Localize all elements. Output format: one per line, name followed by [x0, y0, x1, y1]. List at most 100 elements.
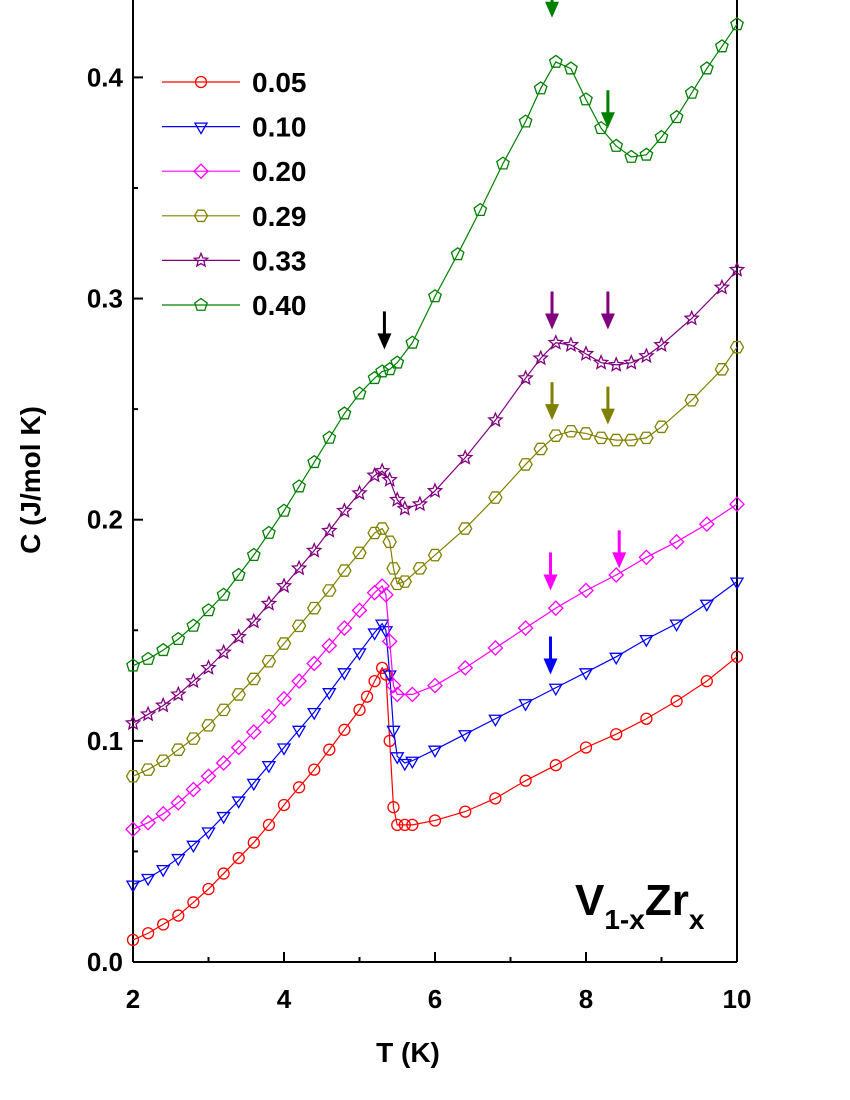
marker — [245, 612, 263, 629]
marker — [352, 546, 367, 560]
marker — [517, 369, 534, 386]
marker — [246, 672, 262, 686]
marker — [290, 559, 308, 576]
marker — [518, 699, 533, 712]
marker — [352, 386, 367, 400]
y-axis-title: C (J/mol K) — [15, 406, 46, 554]
legend-marker — [192, 251, 210, 268]
marker — [391, 818, 404, 832]
marker — [171, 743, 186, 756]
marker — [291, 673, 308, 690]
marker — [201, 603, 216, 617]
marker — [125, 769, 141, 783]
marker — [729, 340, 745, 354]
marker — [381, 633, 398, 650]
marker — [592, 353, 610, 370]
legend-marker — [194, 75, 208, 89]
marker — [367, 628, 382, 641]
marker — [292, 781, 306, 794]
marker — [669, 109, 684, 124]
marker — [457, 522, 473, 535]
arrow — [600, 386, 615, 425]
marker — [155, 754, 171, 768]
arrow-head — [600, 112, 615, 129]
marker — [201, 827, 216, 840]
marker — [450, 247, 465, 261]
marker — [230, 628, 247, 644]
marker — [549, 759, 562, 772]
marker — [216, 811, 231, 825]
marker — [607, 356, 625, 372]
marker — [563, 61, 578, 75]
marker — [387, 801, 400, 814]
arrow-head — [377, 333, 392, 350]
marker — [307, 707, 322, 721]
marker — [322, 584, 337, 597]
arrow — [600, 291, 615, 330]
legend-label: 0.10 — [252, 112, 307, 143]
marker — [338, 723, 351, 736]
arrow — [543, 636, 558, 675]
marker — [140, 873, 156, 887]
marker — [215, 643, 232, 660]
marker — [699, 599, 714, 613]
series-line — [132, 503, 738, 830]
marker — [260, 595, 278, 611]
marker — [487, 411, 504, 428]
marker — [351, 602, 368, 619]
marker — [307, 454, 322, 469]
arrow-head — [545, 404, 560, 421]
marker — [488, 491, 503, 504]
marker — [488, 714, 503, 728]
marker — [610, 728, 623, 741]
marker — [172, 909, 185, 922]
marker — [378, 586, 394, 603]
marker — [638, 549, 655, 566]
marker — [730, 650, 744, 663]
marker — [714, 363, 730, 376]
marker — [548, 54, 563, 68]
marker — [247, 836, 260, 849]
marker — [351, 484, 368, 501]
marker — [729, 577, 745, 590]
legend-label: 0.40 — [252, 290, 307, 321]
arrow — [600, 90, 615, 129]
arrow — [545, 291, 560, 330]
marker — [397, 758, 412, 772]
marker — [548, 683, 563, 697]
legend-marker — [194, 297, 208, 311]
marker — [639, 431, 654, 445]
marker — [367, 370, 382, 385]
arrow — [545, 382, 560, 421]
series-line — [132, 346, 738, 777]
annotation-part: 1-x — [604, 904, 645, 935]
marker — [487, 640, 504, 656]
marker — [353, 703, 366, 717]
marker — [374, 619, 390, 632]
marker — [277, 503, 291, 517]
marker — [261, 525, 276, 539]
series-line — [132, 581, 738, 886]
marker — [428, 814, 442, 827]
marker — [405, 335, 420, 349]
marker — [730, 17, 744, 31]
marker — [154, 696, 172, 713]
legend-label: 0.20 — [252, 156, 307, 187]
marker — [125, 821, 141, 838]
marker — [200, 659, 217, 675]
legend-marker — [193, 122, 209, 135]
marker — [186, 618, 201, 632]
marker — [608, 567, 625, 583]
marker — [713, 278, 731, 295]
marker — [386, 725, 401, 739]
marker — [459, 805, 472, 818]
marker — [390, 752, 405, 765]
y-tick-label: 0.1 — [87, 726, 123, 756]
marker — [261, 761, 277, 774]
x-tick-label: 6 — [428, 984, 442, 1014]
marker — [578, 427, 594, 440]
marker — [308, 763, 321, 776]
marker — [578, 582, 594, 599]
marker — [532, 349, 549, 366]
marker — [609, 138, 624, 152]
